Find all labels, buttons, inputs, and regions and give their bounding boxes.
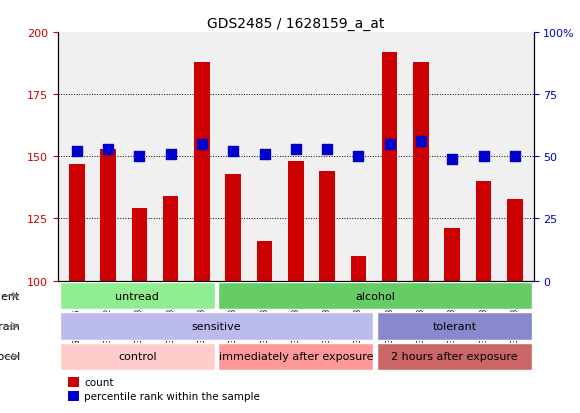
Point xyxy=(322,146,332,153)
Text: 2 hours after exposure: 2 hours after exposure xyxy=(391,351,517,361)
Bar xyxy=(413,63,429,281)
Point xyxy=(479,154,488,160)
Bar xyxy=(444,229,460,281)
Bar xyxy=(67,377,79,387)
Text: immediately after exposure: immediately after exposure xyxy=(219,351,373,361)
Point xyxy=(260,151,269,158)
Point xyxy=(416,139,426,145)
Bar xyxy=(382,53,397,281)
Bar xyxy=(194,63,210,281)
Bar xyxy=(132,209,147,281)
Bar xyxy=(288,162,303,281)
Bar xyxy=(319,172,335,281)
Bar xyxy=(163,197,179,281)
Point xyxy=(385,141,394,148)
Bar xyxy=(226,174,241,281)
Text: percentile rank within the sample: percentile rank within the sample xyxy=(84,392,260,401)
Text: agent: agent xyxy=(0,291,20,301)
Text: untread: untread xyxy=(115,291,159,301)
FancyBboxPatch shape xyxy=(376,313,532,340)
Bar xyxy=(67,392,79,401)
FancyBboxPatch shape xyxy=(60,313,374,340)
Text: strain: strain xyxy=(0,321,20,331)
Text: tolerant: tolerant xyxy=(432,321,476,331)
Bar xyxy=(69,164,85,281)
Text: protocol: protocol xyxy=(0,351,20,361)
Bar xyxy=(257,241,273,281)
Point xyxy=(229,149,238,155)
FancyBboxPatch shape xyxy=(60,282,215,310)
FancyBboxPatch shape xyxy=(218,343,374,370)
Bar xyxy=(476,182,491,281)
FancyBboxPatch shape xyxy=(60,343,215,370)
Point xyxy=(197,141,206,148)
Bar xyxy=(100,150,116,281)
Bar xyxy=(507,199,523,281)
Point xyxy=(72,149,81,155)
Point xyxy=(448,156,457,163)
FancyBboxPatch shape xyxy=(218,282,532,310)
Point xyxy=(135,154,144,160)
Bar xyxy=(350,256,366,281)
Point xyxy=(103,146,113,153)
FancyBboxPatch shape xyxy=(376,343,532,370)
Point xyxy=(166,151,175,158)
Title: GDS2485 / 1628159_a_at: GDS2485 / 1628159_a_at xyxy=(207,17,385,31)
Text: count: count xyxy=(84,377,114,387)
Point xyxy=(354,154,363,160)
Point xyxy=(510,154,520,160)
Text: alcohol: alcohol xyxy=(355,291,395,301)
Text: control: control xyxy=(118,351,157,361)
Text: sensitive: sensitive xyxy=(192,321,241,331)
Point xyxy=(291,146,300,153)
